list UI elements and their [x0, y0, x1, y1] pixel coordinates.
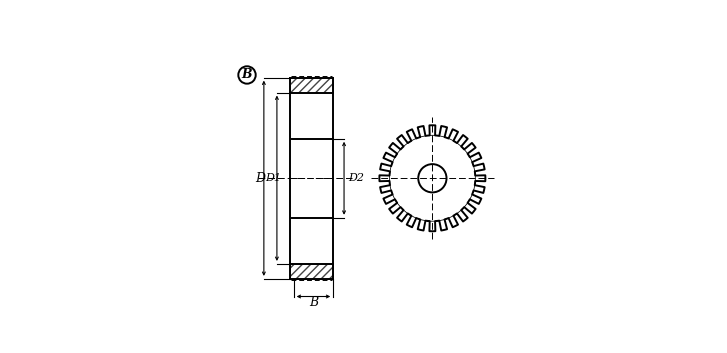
Text: D: D	[255, 172, 265, 185]
Text: B: B	[241, 68, 252, 82]
Polygon shape	[289, 264, 333, 279]
Text: B: B	[309, 296, 318, 309]
Text: D1: D1	[265, 173, 281, 183]
Text: D2: D2	[348, 173, 364, 183]
Polygon shape	[289, 92, 333, 264]
Polygon shape	[289, 78, 333, 92]
